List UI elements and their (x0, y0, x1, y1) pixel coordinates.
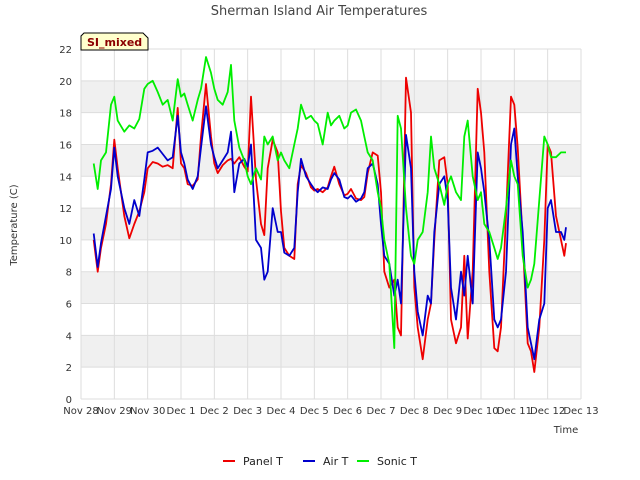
y-tick-label: 18 (59, 109, 72, 120)
legend-label: Sonic T (377, 455, 417, 468)
y-tick-label: 0 (66, 395, 72, 406)
x-tick-label: Nov 30 (130, 406, 165, 417)
y-tick-label: 12 (59, 204, 72, 215)
y-tick-label: 10 (59, 236, 72, 247)
series-lines (92, 56, 567, 373)
grid-band (81, 80, 581, 113)
y-tick-label: 14 (59, 172, 72, 183)
x-tick-label: Dec 13 (563, 406, 598, 417)
legend-label: Air T (323, 455, 349, 468)
y-tick-label: 2 (66, 363, 72, 374)
legend: Panel T Air T Sonic T (223, 455, 417, 468)
plot-background-bands (81, 49, 581, 399)
site-tag: SI_mixed (80, 32, 149, 51)
x-tick-label: Nov 28 (63, 406, 98, 417)
x-tick-label: Dec 7 (367, 406, 396, 417)
y-tick-label: 4 (66, 331, 72, 342)
x-tick-label: Dec 9 (433, 406, 462, 417)
x-axis-label: Time (553, 425, 578, 436)
grid-band (81, 271, 581, 304)
x-tick-label: Dec 3 (233, 406, 262, 417)
y-tick-label: 6 (66, 300, 72, 311)
x-tick-label: Dec 2 (200, 406, 229, 417)
grid-lines (80, 48, 582, 400)
x-tick-label: Dec 6 (333, 406, 362, 417)
site-tag-label: SI_mixed (87, 36, 142, 49)
legend-label: Panel T (243, 455, 283, 468)
x-tick-label: Nov 29 (97, 406, 132, 417)
x-tick-label: Dec 1 (167, 406, 196, 417)
grid-band (81, 144, 581, 177)
x-tick-label: Dec 11 (497, 406, 532, 417)
y-axis-label: Temperature (C) (9, 184, 20, 266)
grid-band (81, 335, 581, 368)
y-axis-ticks: 0 2 4 6 8 10 12 14 16 18 20 22 (59, 45, 72, 406)
y-tick-label: 8 (66, 268, 72, 279)
series-line-air-t (92, 105, 567, 361)
grid-band (81, 208, 581, 240)
y-tick-label: 16 (59, 140, 72, 151)
site-tag-box (80, 32, 149, 51)
x-tick-label: Dec 5 (300, 406, 329, 417)
x-tick-label: Dec 10 (463, 406, 498, 417)
y-tick-label: 22 (59, 45, 72, 56)
chart-title: Sherman Island Air Temperatures (211, 4, 428, 19)
x-tick-label: Dec 8 (400, 406, 429, 417)
y-tick-label: 20 (59, 77, 72, 88)
series-line-sonic-t (92, 56, 566, 350)
x-tick-label: Dec 12 (530, 406, 565, 417)
x-tick-label: Dec 4 (267, 406, 296, 417)
